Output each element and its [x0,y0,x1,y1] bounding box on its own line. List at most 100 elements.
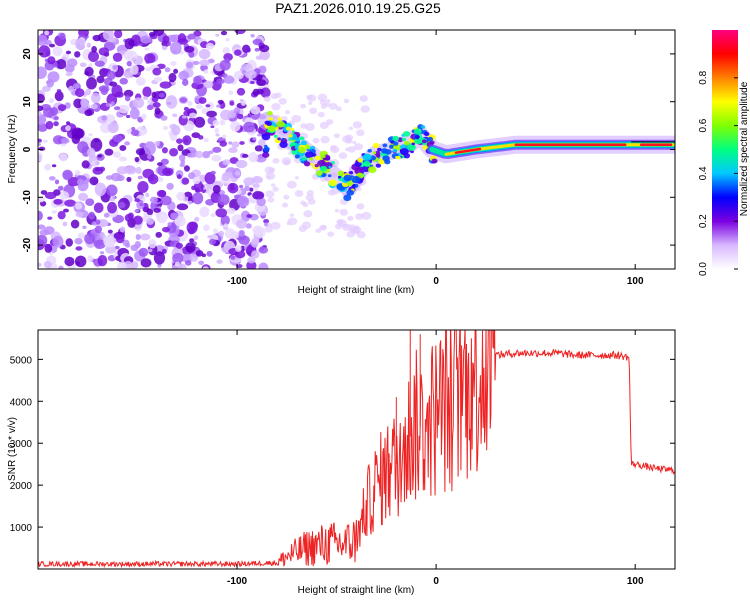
noise-blob [185,242,196,253]
noise-blob [111,84,123,98]
ridge-blob [403,140,410,146]
noise-blob [98,219,109,227]
colorbar-bar [712,30,738,269]
noise-blob [327,231,335,237]
noise-blob [183,165,190,172]
x-tick-label: -100 [227,276,247,287]
noise-blob [259,246,265,251]
noise-blob [192,177,201,185]
noise-blob [148,238,157,249]
noise-blob [73,98,83,109]
noise-blob [119,226,126,233]
noise-blob [267,197,275,203]
noise-blob [257,133,262,137]
noise-blob [51,164,57,168]
noise-blob [135,234,141,240]
noise-blob [212,184,221,194]
noise-blob [252,225,264,235]
noise-blob [80,98,89,108]
ridge-blob [266,121,273,126]
noise-blob [187,100,193,107]
noise-blob [74,170,81,176]
noise-blob [213,228,218,234]
noise-blob [352,121,362,129]
noise-blob [328,102,338,110]
noise-blob [217,194,230,206]
noise-blob [144,47,149,51]
x-tick-label: 0 [433,276,439,287]
noise-blob [81,160,90,169]
ridge-blob [348,171,354,175]
noise-blob [212,146,222,153]
noise-blob [223,223,228,228]
noise-blob [124,38,135,50]
noise-blob [133,215,143,225]
ridge-blob [285,126,291,131]
noise-blob [191,132,201,139]
ridge-blob [351,176,361,184]
noise-blob [57,185,64,191]
noise-blob [45,120,54,130]
noise-blob [263,218,270,224]
ridge-blob [431,158,438,164]
noise-blob [91,160,101,167]
noise-blob [319,224,327,231]
noise-blob [254,47,260,52]
noise-blob [270,183,276,188]
noise-blob [239,99,244,103]
noise-blob [153,251,166,265]
noise-blob [126,114,131,119]
noise-blob [172,252,184,264]
noise-blob [105,245,116,254]
noise-blob [178,154,186,162]
noise-blob [176,203,189,211]
noise-blob [162,125,169,130]
noise-blob [284,110,291,115]
noise-blob [221,134,227,139]
noise-blob [38,196,45,203]
noise-blob [38,262,42,267]
noise-blob [203,137,209,143]
noise-blob [74,237,83,245]
noise-blob [189,112,197,119]
noise-blob [116,166,129,175]
noise-blob [216,104,221,108]
ridge-blob [343,194,352,202]
noise-blob [215,133,220,137]
noise-blob [119,144,127,151]
y-tick-label: 20 [22,48,33,60]
noise-blob [123,89,134,98]
noise-blob [198,174,207,183]
noise-blob [271,102,281,111]
noise-blob [250,239,259,248]
noise-blob [57,104,67,112]
noise-blob [75,38,85,50]
noise-blob [43,260,52,269]
noise-blob [38,210,43,221]
ridge-blob [308,157,314,161]
colorbar: 0.0 0.2 0.4 0.6 0.8 Normalized spectral ampl… [698,30,750,276]
noise-blob [145,192,150,198]
noise-blob [246,47,251,53]
noise-blob [54,90,64,102]
noise-blob [187,33,197,40]
ridge-blob [319,165,328,172]
noise-blob [112,134,123,143]
noise-blob [246,260,257,269]
noise-blob [239,184,244,189]
noise-blob [74,51,81,58]
noise-blob [189,238,195,243]
noise-blob [138,43,143,46]
noise-blob [221,172,231,182]
noise-blob [123,50,134,61]
noise-blob [249,187,254,192]
spectrogram-x-ticks: -100 0 100 [227,30,644,287]
ridge-blob [389,144,395,149]
noise-blob [352,140,357,145]
noise-blob [107,229,113,234]
ridge-blob [376,154,381,158]
noise-blob [169,147,179,157]
noise-blob [97,154,103,158]
noise-blob [144,53,156,64]
